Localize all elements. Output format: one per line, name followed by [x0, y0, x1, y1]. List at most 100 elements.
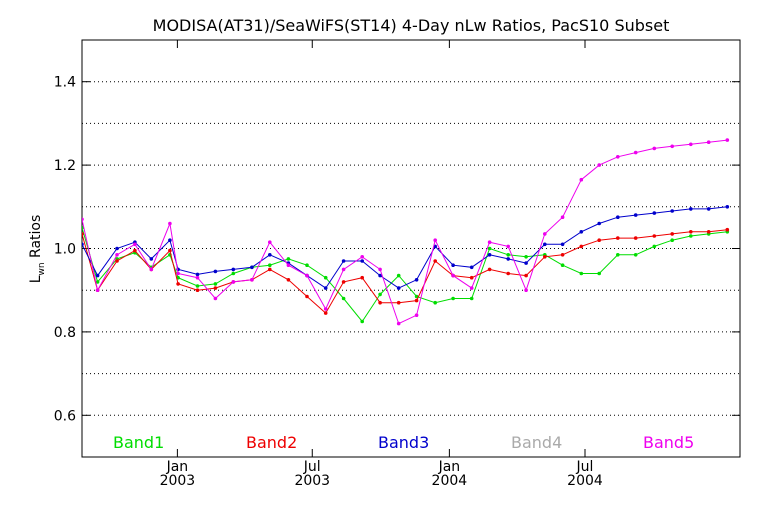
y-grid [82, 81, 740, 416]
data-point [506, 271, 511, 276]
data-point [616, 215, 620, 219]
data-point [487, 246, 492, 251]
data-point [560, 215, 565, 219]
data-point [652, 244, 657, 249]
data-point [597, 163, 601, 167]
data-point [689, 207, 693, 211]
data-point [725, 138, 730, 142]
data-point [414, 278, 419, 282]
data-point [115, 246, 119, 251]
data-point [616, 155, 620, 159]
series-line [82, 206, 728, 289]
data-point [149, 257, 154, 261]
data-point [213, 269, 218, 274]
series-line [82, 139, 728, 325]
data-point [133, 242, 137, 247]
legend-entry-band3: Band3 [378, 433, 429, 452]
data-point [633, 236, 638, 240]
data-point [506, 244, 511, 249]
x-tick-year-label: 2003 [294, 473, 330, 489]
data-point [633, 253, 638, 257]
data-point [378, 292, 382, 297]
x-tick-label: Jan [166, 459, 189, 475]
data-point [323, 286, 328, 290]
data-point [95, 288, 100, 293]
data-point [670, 209, 674, 213]
legend-entry-band1: Band1 [113, 433, 164, 452]
data-point [633, 150, 638, 155]
data-point [323, 311, 328, 315]
data-point [378, 300, 382, 305]
data-point [616, 236, 620, 240]
data-point [323, 275, 328, 280]
data-point [652, 146, 657, 151]
data-point [396, 273, 401, 278]
data-point [689, 234, 693, 238]
data-point [195, 272, 200, 277]
y-tick-label: 0.8 [54, 325, 76, 341]
data-point [341, 296, 346, 301]
data-point [433, 238, 438, 242]
data-point [689, 142, 693, 147]
data-point [706, 230, 711, 234]
data-point [506, 253, 511, 257]
y-tick-label: 1.4 [54, 75, 76, 91]
data-point [231, 267, 236, 272]
data-point [469, 265, 474, 270]
data-point [95, 273, 100, 278]
data-point [414, 294, 419, 299]
data-point [82, 232, 84, 236]
data-point [286, 263, 291, 268]
data-point [149, 267, 154, 272]
data-point [689, 230, 693, 234]
data-point [597, 271, 601, 276]
x-tick-label: Jul [303, 459, 321, 475]
data-point [652, 234, 657, 238]
data-point [706, 140, 711, 144]
series-line [82, 229, 728, 314]
data-point [213, 296, 218, 301]
data-point [670, 238, 674, 242]
data-point [268, 267, 272, 272]
data-point [396, 300, 401, 305]
data-point [195, 275, 200, 280]
data-point [414, 298, 419, 303]
data-point [378, 267, 382, 272]
data-point [360, 259, 365, 263]
data-point [543, 254, 547, 259]
x-tick-label: Jul [576, 459, 594, 475]
data-point [396, 321, 401, 326]
data-point [95, 280, 100, 284]
data-point [396, 286, 401, 290]
data-point [115, 259, 119, 263]
data-point [433, 259, 438, 263]
data-point [213, 286, 218, 290]
legend-entry-band5: Band5 [643, 433, 694, 452]
data-point [487, 240, 492, 244]
legend-entry-band2: Band2 [246, 433, 297, 452]
data-point [524, 254, 528, 259]
data-point [231, 280, 236, 284]
data-point [168, 248, 172, 253]
data-point [250, 265, 254, 270]
x-tick-label: Jan [438, 459, 461, 475]
x-tick-year-label: 2003 [160, 473, 196, 489]
data-point [268, 263, 272, 268]
data-point [725, 205, 730, 209]
y-axis-label: Lwn Ratios [28, 215, 47, 284]
data-point [168, 238, 172, 242]
data-point [341, 280, 346, 284]
data-point [560, 263, 565, 268]
series-band2 [82, 227, 730, 315]
data-point [305, 263, 309, 268]
data-point [633, 213, 638, 217]
data-point [560, 242, 565, 247]
data-point [579, 271, 584, 276]
data-point [268, 240, 272, 244]
series-band3 [82, 205, 730, 290]
data-point [168, 221, 172, 226]
data-point [82, 242, 84, 247]
y-tick-label: 1.0 [54, 242, 76, 258]
data-point [341, 259, 346, 263]
